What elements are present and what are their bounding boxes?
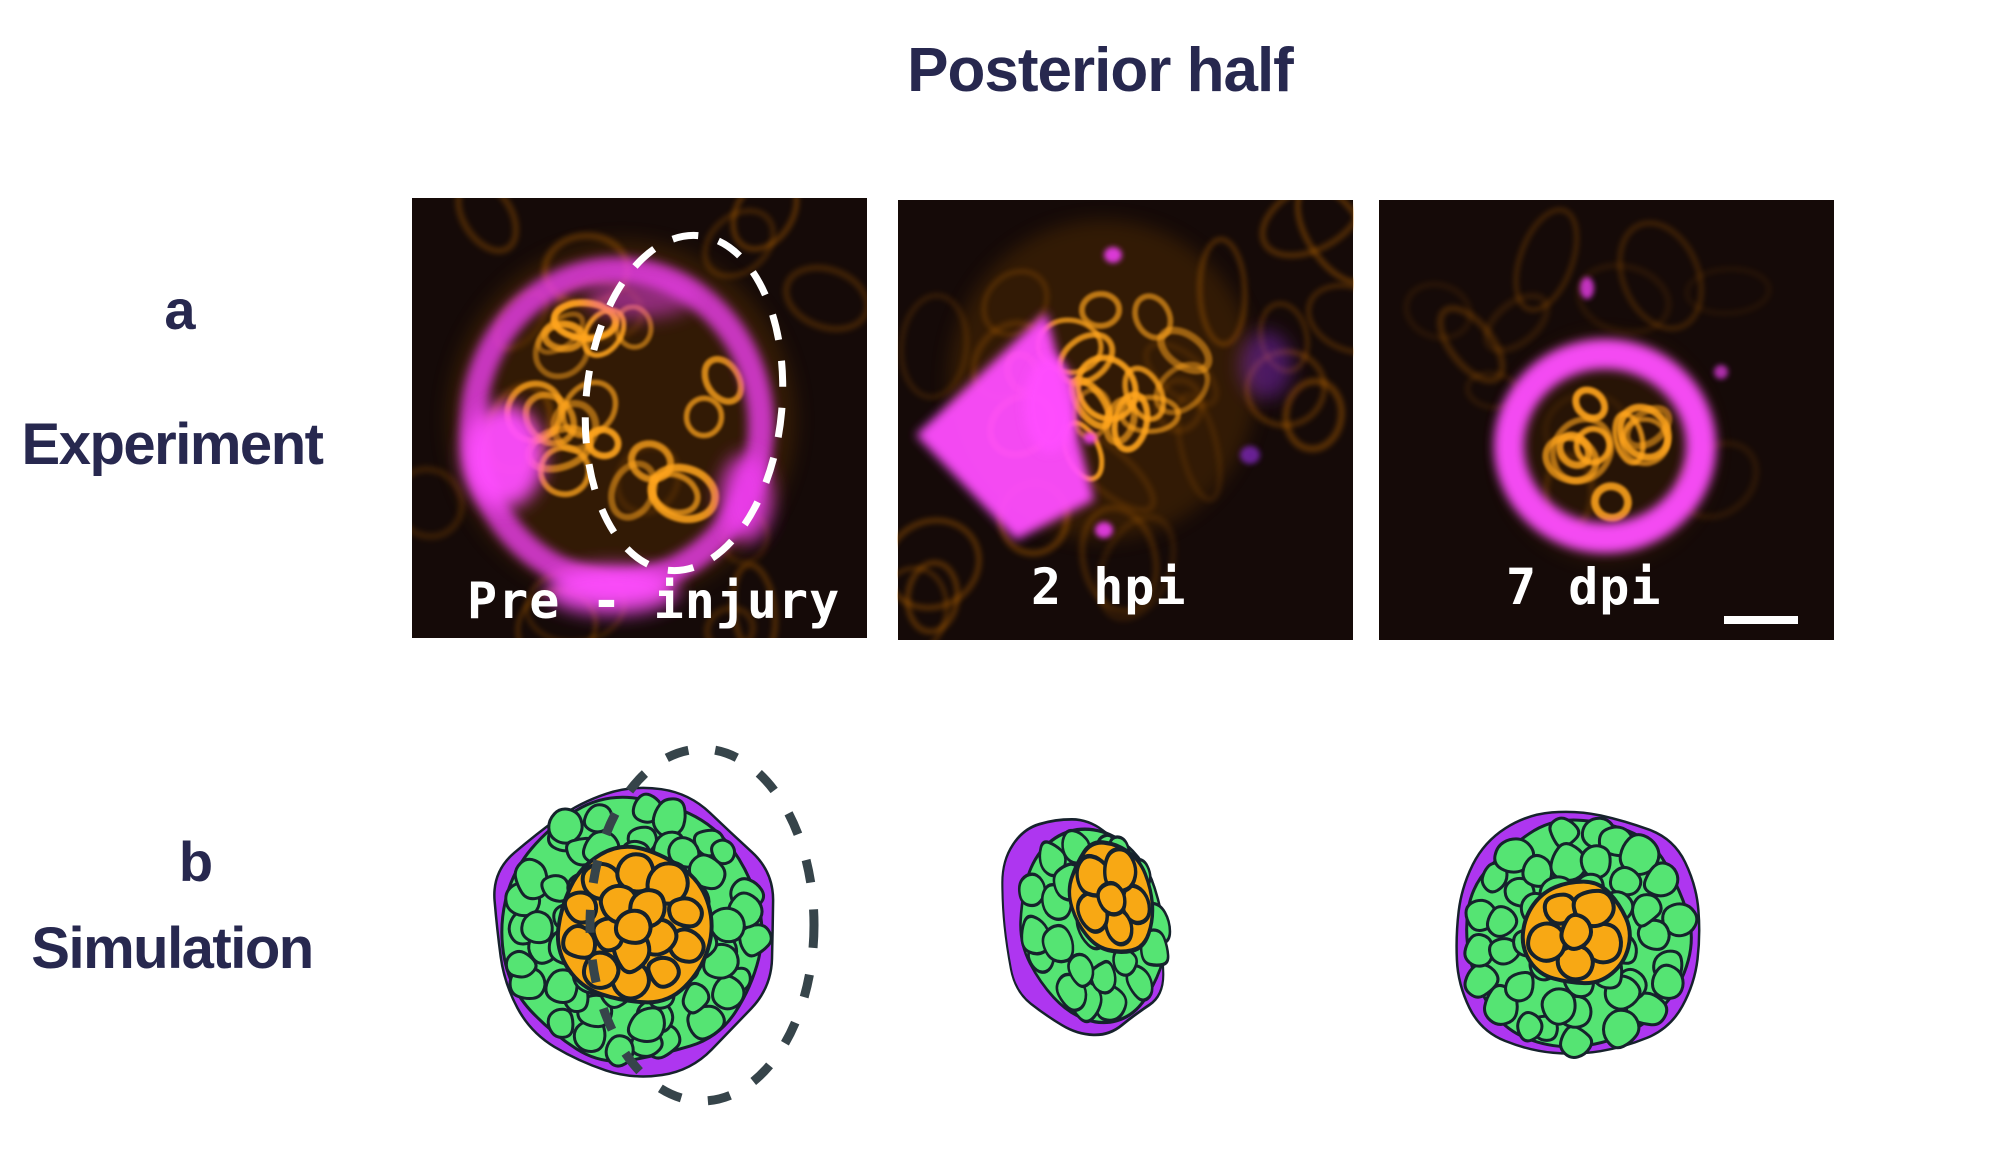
micro-caption-7dpi: 7 dpi [1506,558,1662,616]
microscopy-image-pre-injury [412,198,867,638]
microscopy-image-7dpi [1379,200,1834,640]
micro-panel-7dpi: 7 dpi [1378,200,1835,640]
figure-title: Posterior half [907,36,1294,105]
experiment-row-label: Experiment [21,412,324,477]
panel-letter-b: b [178,830,214,893]
micro-caption-pre-injury: Pre - injury [467,572,841,630]
panel-letter-a: a [164,278,196,341]
simulation-image-pre-injury [493,744,819,1106]
simulation-row-label: Simulation [31,916,314,981]
microscopy-image-2hpi [897,200,1354,640]
micro-caption-2hpi: 2 hpi [1031,558,1187,616]
sim-panel-2hpi [990,800,1210,1050]
simulation-image-7dpi [1455,810,1701,1059]
simulation-image-2hpi [1001,818,1172,1037]
scale-bar [1724,616,1798,624]
micro-panel-2hpi: 2 hpi [897,200,1354,640]
sim-panel-7dpi [1440,795,1720,1075]
sim-panel-pre-injury [450,715,840,1135]
micro-panel-pre-injury: Pre - injury [412,198,867,638]
